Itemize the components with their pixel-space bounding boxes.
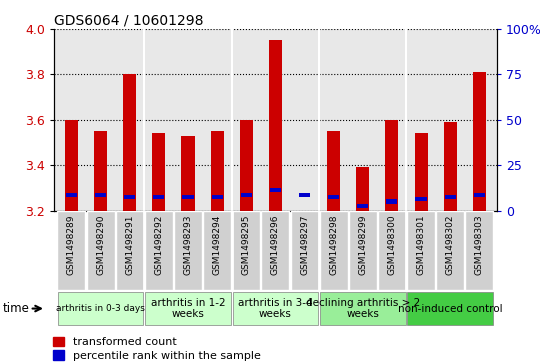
Bar (153, 195, 165, 199)
Text: GSM1498303: GSM1498303 (475, 215, 484, 275)
Bar (415, 197, 427, 201)
Bar (65, 120, 78, 211)
Bar (269, 40, 282, 211)
Bar (203, 211, 231, 290)
Text: non-induced control: non-induced control (398, 303, 503, 314)
Bar (444, 195, 456, 199)
Bar (240, 120, 253, 211)
Bar (181, 136, 194, 211)
Bar (57, 211, 85, 290)
Text: GSM1498292: GSM1498292 (154, 215, 164, 275)
Bar (124, 195, 136, 199)
Bar (436, 211, 464, 290)
Bar (116, 211, 144, 290)
Text: GSM1498294: GSM1498294 (213, 215, 221, 275)
Bar (232, 211, 260, 290)
Bar (86, 211, 114, 290)
Bar (474, 193, 485, 197)
Bar (174, 211, 202, 290)
Bar (152, 133, 165, 211)
Bar (123, 74, 136, 211)
Bar (386, 199, 397, 204)
Text: GSM1498297: GSM1498297 (300, 215, 309, 275)
Bar (415, 133, 428, 211)
Bar (212, 195, 222, 199)
Bar (233, 292, 318, 325)
Bar (241, 193, 252, 197)
Bar (357, 204, 368, 208)
Bar (299, 193, 310, 197)
Bar (444, 122, 457, 211)
Bar (386, 120, 399, 211)
Text: GSM1498290: GSM1498290 (96, 215, 105, 275)
Text: GSM1498298: GSM1498298 (329, 215, 338, 275)
Text: arthritis in 3-4
weeks: arthritis in 3-4 weeks (238, 298, 313, 319)
Text: arthritis in 0-3 days: arthritis in 0-3 days (56, 304, 145, 313)
Bar (320, 211, 348, 290)
Bar (472, 72, 486, 211)
Bar (66, 193, 77, 197)
Bar (349, 211, 377, 290)
Bar (407, 292, 493, 325)
Bar (356, 167, 369, 211)
Bar (320, 292, 406, 325)
Bar (183, 195, 193, 199)
Text: GSM1498289: GSM1498289 (67, 215, 76, 275)
Text: arthritis in 1-2
weeks: arthritis in 1-2 weeks (151, 298, 225, 319)
Text: declining arthritis > 2
weeks: declining arthritis > 2 weeks (306, 298, 420, 319)
Bar (407, 211, 435, 290)
Bar (270, 188, 281, 192)
Text: time: time (3, 302, 30, 315)
Legend: transformed count, percentile rank within the sample: transformed count, percentile rank withi… (49, 332, 266, 363)
Bar (465, 211, 494, 290)
Text: GSM1498300: GSM1498300 (387, 215, 396, 275)
Text: GSM1498299: GSM1498299 (359, 215, 367, 275)
Text: GSM1498295: GSM1498295 (242, 215, 251, 275)
Bar (378, 211, 406, 290)
Bar (327, 131, 340, 211)
Bar (145, 211, 173, 290)
Bar (291, 211, 319, 290)
Text: GSM1498302: GSM1498302 (446, 215, 455, 275)
Bar (211, 131, 224, 211)
Text: GSM1498301: GSM1498301 (416, 215, 426, 275)
Bar (145, 292, 231, 325)
Text: GSM1498296: GSM1498296 (271, 215, 280, 275)
Bar (94, 131, 107, 211)
Text: GSM1498293: GSM1498293 (184, 215, 192, 275)
Bar (328, 195, 339, 199)
Bar (95, 193, 106, 197)
Bar (58, 292, 144, 325)
Text: GSM1498291: GSM1498291 (125, 215, 134, 275)
Text: GDS6064 / 10601298: GDS6064 / 10601298 (54, 14, 204, 28)
Bar (261, 211, 289, 290)
